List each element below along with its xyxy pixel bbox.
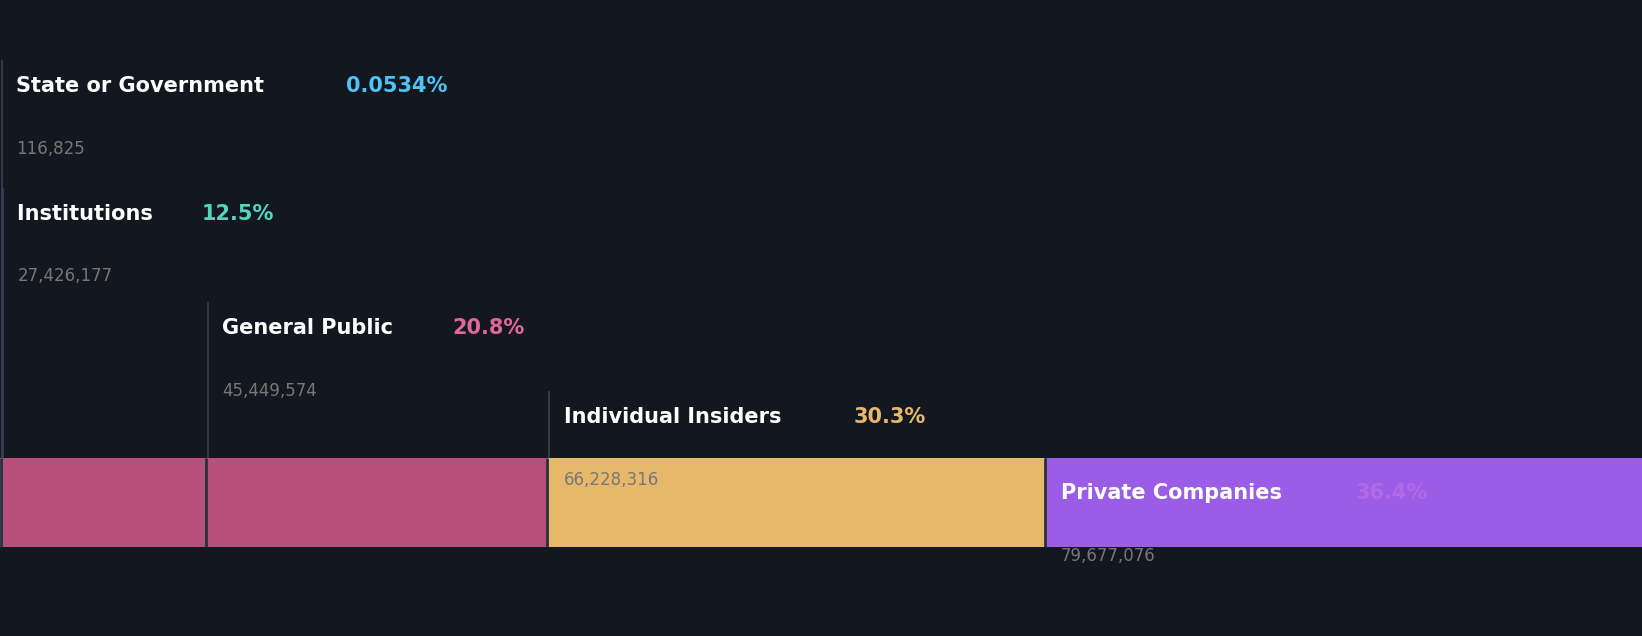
Text: Institutions: Institutions [18,204,161,223]
FancyBboxPatch shape [1044,458,1642,547]
Text: Private Companies: Private Companies [1061,483,1289,503]
Text: 79,677,076: 79,677,076 [1061,547,1156,565]
Text: 20.8%: 20.8% [453,318,525,338]
Text: 30.3%: 30.3% [854,407,926,427]
Text: General Public: General Public [222,318,401,338]
FancyBboxPatch shape [2,458,205,547]
Text: 27,426,177: 27,426,177 [18,267,112,285]
Text: 45,449,574: 45,449,574 [222,382,317,399]
Text: 66,228,316: 66,228,316 [563,471,658,488]
Text: 12.5%: 12.5% [202,204,274,223]
Text: 0.0534%: 0.0534% [346,76,447,96]
Text: State or Government: State or Government [16,76,271,96]
FancyBboxPatch shape [547,458,1044,547]
Text: 36.4%: 36.4% [1356,483,1429,503]
Text: Individual Insiders: Individual Insiders [563,407,788,427]
FancyBboxPatch shape [205,458,547,547]
Text: 116,825: 116,825 [16,140,85,158]
